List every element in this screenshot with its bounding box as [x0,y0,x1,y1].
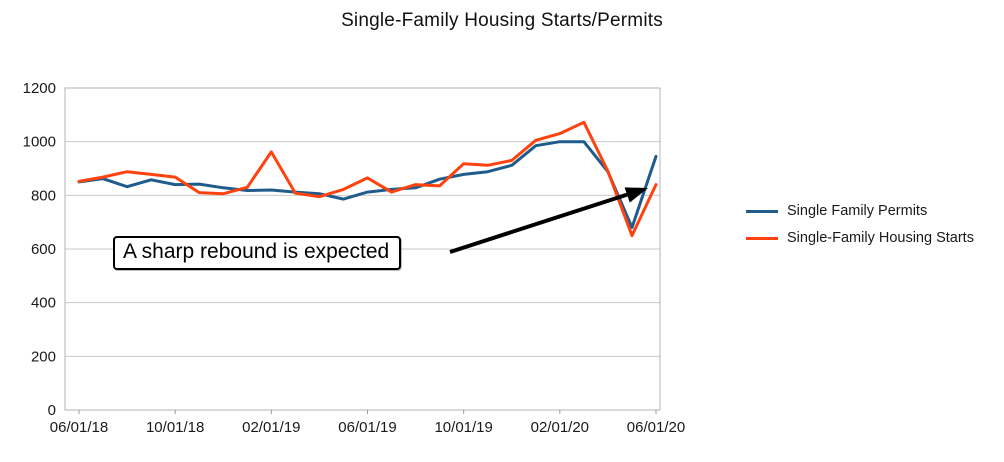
series-line-single-family-housing-starts [77,120,658,238]
x-tick-label: 02/01/19 [242,419,300,436]
x-tick-label: 02/01/20 [531,419,589,436]
x-tick-label: 10/01/18 [146,419,204,436]
plot-border [64,87,661,411]
x-tick-label: 10/01/19 [434,419,492,436]
annotation-arrowhead-icon [624,187,648,203]
y-tick-label: 600 [31,241,56,258]
y-tick-label: 200 [31,348,56,365]
annotation-text: A sharp rebound is expected [123,240,390,263]
annotation-callout: A sharp rebound is expected [113,236,402,270]
legend: Single Family Permits Single-Family Housi… [746,203,974,246]
y-tick-label: 800 [31,187,56,204]
legend-label: Single Family Permits [787,203,928,219]
legend-swatch-line-icon [746,209,778,213]
series-line-single-family-permits [77,140,658,229]
legend-swatch-line-icon [746,236,778,240]
legend-item-0: Single Family Permits [746,203,974,219]
y-tick-label: 1000 [23,134,56,151]
y-tick-label: 400 [31,295,56,312]
x-tick-label: 06/01/18 [50,419,108,436]
annotation-arrow-shaft [449,192,630,254]
x-tick-label: 06/01/20 [627,419,685,436]
chart-title: Single-Family Housing Starts/Permits [341,10,663,31]
x-tick-label: 06/01/19 [338,419,396,436]
legend-item-1: Single-Family Housing Starts [746,230,974,246]
y-tick-label: 1200 [23,80,56,97]
y-tick-label: 0 [48,402,56,419]
legend-label: Single-Family Housing Starts [787,230,974,246]
